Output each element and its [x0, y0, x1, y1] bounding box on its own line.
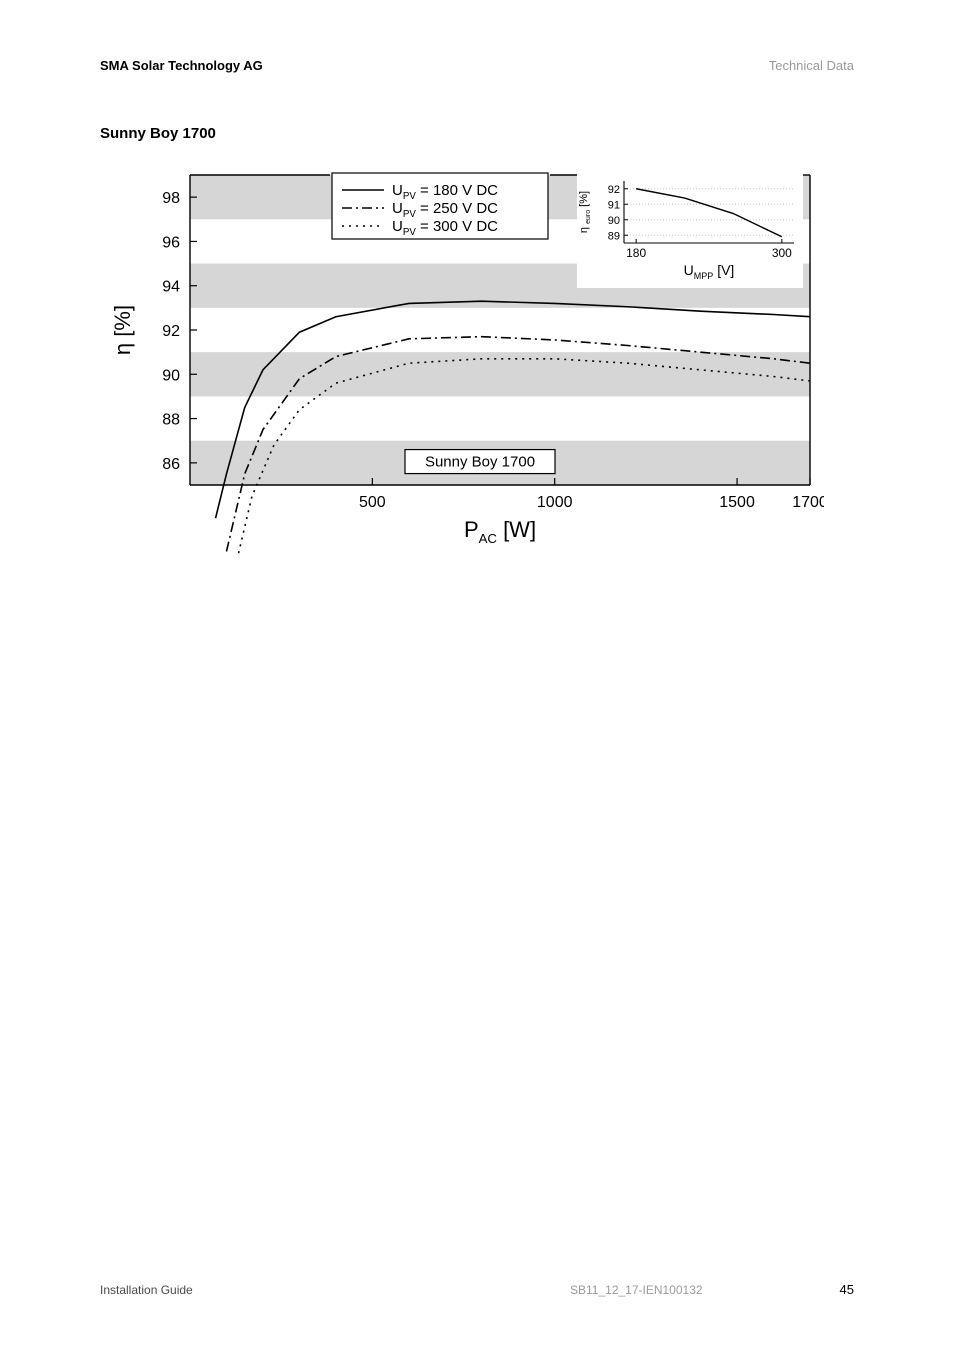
- svg-text:96: 96: [162, 234, 180, 251]
- footer-page-number: 45: [840, 1282, 854, 1297]
- svg-text:1000: 1000: [537, 494, 573, 511]
- svg-text:η [%]: η [%]: [110, 305, 135, 355]
- svg-text:500: 500: [359, 494, 386, 511]
- svg-text:91: 91: [608, 199, 620, 211]
- svg-text:90: 90: [608, 215, 620, 227]
- svg-text:92: 92: [162, 323, 180, 340]
- efficiency-chart: 86 88 90 92 94 96 98 500 1000 1500 1700 η [%] PAC [W…: [100, 165, 824, 555]
- svg-text:98: 98: [162, 190, 180, 207]
- footer-doc-type: Installation Guide: [100, 1283, 193, 1297]
- header-section: Technical Data: [769, 58, 854, 73]
- svg-text:1500: 1500: [719, 494, 755, 511]
- svg-text:PAC [W]: PAC [W]: [464, 517, 536, 546]
- svg-text:1700: 1700: [792, 494, 824, 511]
- product-title: Sunny Boy 1700: [100, 125, 216, 142]
- svg-text:89: 89: [608, 230, 620, 242]
- svg-text:86: 86: [162, 456, 180, 473]
- svg-text:Sunny Boy 1700: Sunny Boy 1700: [425, 454, 535, 471]
- footer-doc-id: SB11_12_17-IEN100132: [570, 1283, 703, 1297]
- svg-text:88: 88: [162, 412, 180, 429]
- svg-text:90: 90: [162, 367, 180, 384]
- svg-text:300: 300: [772, 246, 792, 260]
- header-company: SMA Solar Technology AG: [100, 58, 263, 73]
- svg-text:180: 180: [626, 246, 646, 260]
- svg-text:92: 92: [608, 184, 620, 196]
- svg-text:94: 94: [162, 279, 180, 296]
- chart-svg: 86 88 90 92 94 96 98 500 1000 1500 1700 η [%] PAC [W…: [100, 165, 824, 555]
